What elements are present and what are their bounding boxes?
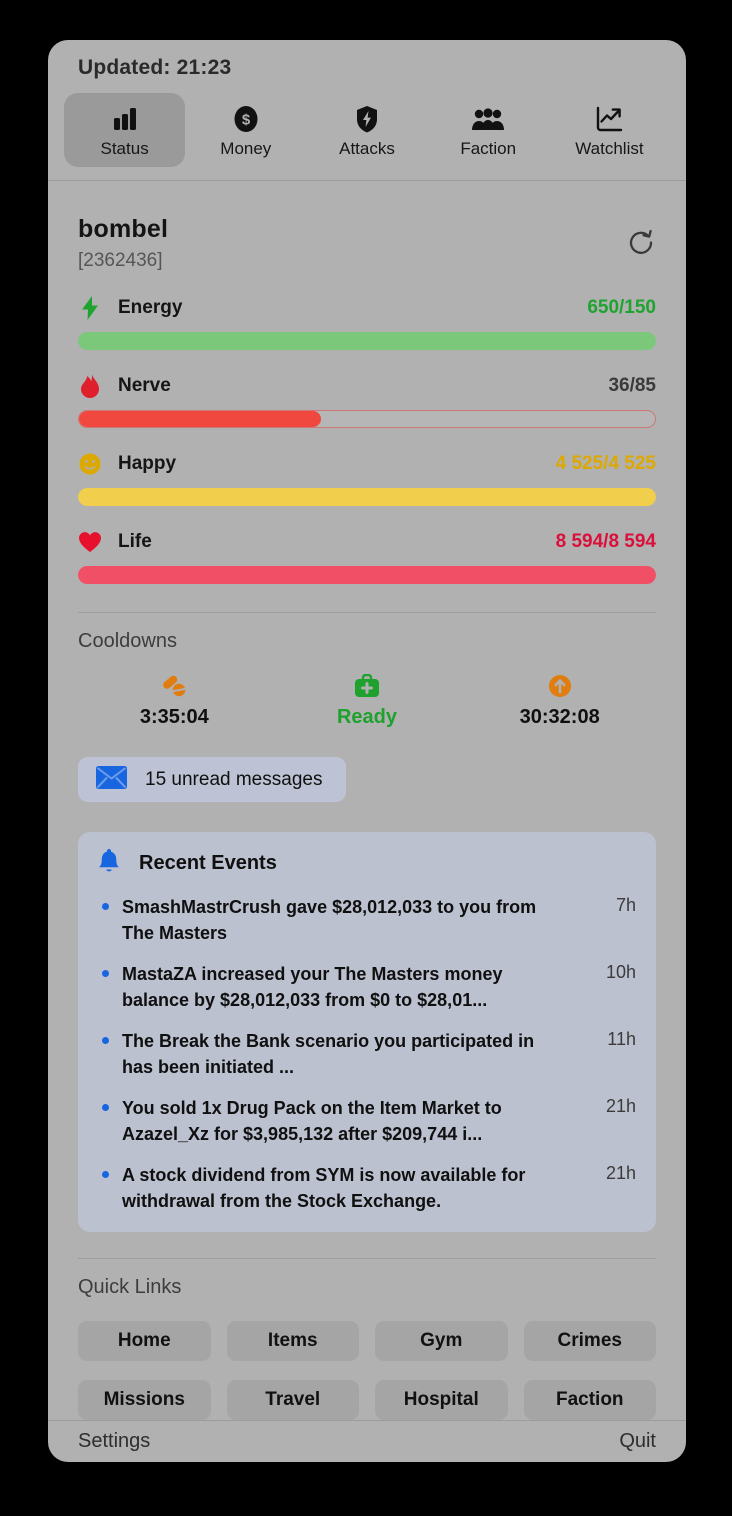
tab-faction[interactable]: Faction (428, 93, 549, 167)
shield-bolt-icon (355, 102, 379, 136)
quit-button[interactable]: Quit (619, 1430, 656, 1452)
event-time: 21h (605, 1163, 636, 1183)
event-text: The Break the Bank scenario you particip… (122, 1031, 535, 1077)
people-group-icon (470, 102, 506, 136)
unread-messages-badge[interactable]: 15 unread messages (78, 757, 347, 802)
quick-link-missions[interactable]: Missions (78, 1380, 211, 1420)
tab-attacks[interactable]: Attacks (306, 93, 427, 167)
bullet-dot-icon (102, 903, 109, 910)
pills-icon (159, 673, 189, 699)
unread-messages-label: 15 unread messages (145, 768, 323, 790)
quick-link-crimes[interactable]: Crimes (523, 1321, 656, 1361)
happy-progress-bar (78, 488, 656, 506)
event-text: SmashMastrCrush gave $28,012,033 to you … (122, 897, 537, 943)
tab-money-label: Money (220, 139, 272, 158)
refresh-button[interactable] (626, 227, 656, 257)
envelope-icon (96, 765, 127, 794)
player-id: [2362436] (78, 250, 163, 271)
bar-chart-icon (111, 102, 139, 136)
svg-text:$: $ (242, 112, 251, 129)
event-text: MastaZA increased your The Masters money… (122, 964, 503, 1010)
tab-watchlist[interactable]: Watchlist (549, 93, 670, 167)
bell-icon (98, 848, 120, 879)
tab-bar: Status $ Money Attacks Faction (64, 93, 670, 167)
bullet-dot-icon (102, 970, 109, 977)
quick-link-items[interactable]: Items (226, 1321, 359, 1361)
tab-status[interactable]: Status (64, 93, 186, 167)
vital-life: Life 8 594/8 594 (78, 530, 656, 584)
life-progress-bar (78, 566, 656, 584)
section-divider (78, 1258, 656, 1259)
event-row[interactable]: MastaZA increased your The Masters money… (98, 961, 636, 1013)
tab-faction-label: Faction (460, 139, 517, 158)
trend-chart-icon (595, 102, 623, 136)
header: Updated: 21:23 Status $ Money Attacks (48, 40, 686, 181)
status-panel: bombel [2362436] Energy 650/150 (48, 181, 686, 1420)
bullet-dot-icon (102, 1171, 109, 1178)
bullet-dot-icon (102, 1037, 109, 1044)
nerve-flame-icon (78, 374, 102, 398)
tab-money[interactable]: $ Money (185, 93, 306, 167)
player-name: bombel (78, 215, 169, 243)
quick-links-grid: Home Items Gym Crimes Missions Travel Ho… (78, 1321, 656, 1420)
vital-energy: Energy 650/150 (78, 296, 656, 350)
event-time: 7h (615, 895, 636, 915)
vital-happy-value: 4 525/4 525 (555, 453, 656, 474)
quick-links-title: Quick Links (78, 1276, 182, 1298)
medkit-icon (354, 673, 380, 699)
energy-progress-bar (78, 332, 656, 350)
happy-smiley-icon (78, 452, 102, 476)
menubar-popup-window: Updated: 21:23 Status $ Money Attacks (48, 40, 686, 1462)
cooldown-booster: 30:32:08 (463, 673, 656, 729)
player-identity: bombel [2362436] (78, 215, 168, 272)
quick-link-hospital[interactable]: Hospital (375, 1380, 508, 1420)
booster-icon (548, 673, 572, 699)
tab-attacks-label: Attacks (339, 139, 395, 158)
cooldown-booster-value: 30:32:08 (519, 706, 600, 728)
vital-nerve-value: 36/85 (608, 375, 656, 396)
quick-link-home[interactable]: Home (78, 1321, 211, 1361)
event-row[interactable]: The Break the Bank scenario you particip… (98, 1028, 636, 1080)
recent-events-card: Recent Events SmashMastrCrush gave $28,0… (78, 832, 656, 1232)
event-time: 10h (605, 962, 636, 982)
updated-timestamp: Updated: 21:23 (78, 56, 232, 79)
cooldown-drug-value: 3:35:04 (139, 706, 209, 728)
vital-energy-label: Energy (118, 297, 183, 318)
tab-status-label: Status (100, 139, 149, 158)
vital-happy: Happy 4 525/4 525 (78, 452, 656, 506)
cooldown-medical: Ready (271, 673, 464, 729)
event-time: 21h (605, 1096, 636, 1116)
footer-bar: Settings Quit (48, 1420, 686, 1462)
vital-life-label: Life (118, 531, 152, 552)
header-divider (48, 180, 686, 181)
settings-button[interactable]: Settings (78, 1430, 151, 1452)
bullet-dot-icon (102, 1104, 109, 1111)
dollar-circle-icon: $ (233, 102, 259, 136)
event-row[interactable]: A stock dividend from SYM is now availab… (98, 1162, 636, 1214)
event-row[interactable]: You sold 1x Drug Pack on the Item Market… (98, 1095, 636, 1147)
life-heart-icon (78, 530, 102, 554)
cooldowns-row: 3:35:04 Ready 30:32:08 (78, 673, 656, 729)
recent-events-title: Recent Events (139, 852, 277, 874)
vital-life-value: 8 594/8 594 (555, 531, 656, 552)
event-row[interactable]: SmashMastrCrush gave $28,012,033 to you … (98, 894, 636, 946)
quick-link-travel[interactable]: Travel (226, 1380, 359, 1420)
vital-energy-value: 650/150 (587, 297, 656, 318)
tab-watchlist-label: Watchlist (575, 139, 644, 158)
event-text: You sold 1x Drug Pack on the Item Market… (122, 1098, 502, 1144)
cooldowns-title: Cooldowns (78, 630, 177, 652)
quick-link-gym[interactable]: Gym (375, 1321, 508, 1361)
event-text: A stock dividend from SYM is now availab… (122, 1165, 526, 1211)
vital-happy-label: Happy (118, 453, 177, 474)
quick-link-faction[interactable]: Faction (523, 1380, 656, 1420)
nerve-progress-bar (78, 410, 656, 428)
vital-nerve-label: Nerve (118, 375, 171, 396)
cooldown-drug: 3:35:04 (78, 673, 271, 729)
cooldown-medical-value: Ready (336, 706, 398, 728)
section-divider (78, 612, 656, 613)
energy-bolt-icon (78, 296, 102, 320)
event-time: 11h (607, 1029, 636, 1049)
vital-nerve: Nerve 36/85 (78, 374, 656, 428)
